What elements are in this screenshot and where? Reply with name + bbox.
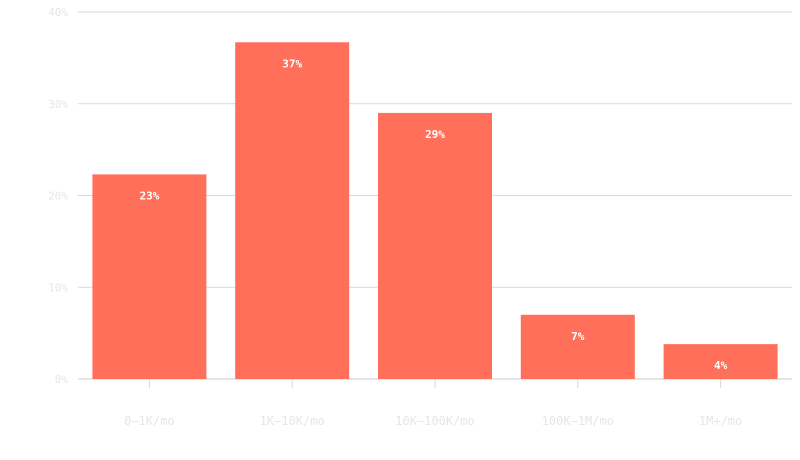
x-tick-label-4: 1M+/mo — [699, 414, 742, 428]
y-tick-label-0: 0% — [55, 373, 69, 386]
data-label-4: 4% — [714, 359, 728, 372]
y-tick-label-10: 10% — [48, 281, 68, 294]
x-tick-label-1: 1K–10K/mo — [260, 414, 325, 428]
bar-3 — [520, 314, 635, 379]
y-tick-label-30: 30% — [48, 98, 68, 111]
x-tick-label-3: 100K–1M/mo — [542, 414, 614, 428]
y-tick-label-40: 40% — [48, 6, 68, 19]
data-label-0: 23% — [139, 189, 159, 202]
y-tick-label-20: 20% — [48, 190, 68, 203]
bar-1 — [235, 42, 350, 380]
data-label-1: 37% — [282, 57, 302, 70]
x-tick-label-2: 10K–100K/mo — [395, 414, 474, 428]
bar-0 — [92, 174, 207, 379]
data-label-3: 7% — [571, 330, 585, 343]
x-tick-label-0: 0–1K/mo — [124, 414, 175, 428]
y-axis-ticks: 0% 10% 20% 30% 40% — [48, 6, 68, 386]
bar-2 — [378, 112, 492, 380]
bars: 23% 37% 29% 7% 4% — [92, 42, 778, 380]
x-axis-ticks: 0–1K/mo 1K–10K/mo 10K–100K/mo 100K–1M/mo 1M+… — [124, 379, 742, 428]
data-label-2: 29% — [425, 128, 445, 141]
bar-4 — [663, 344, 778, 379]
